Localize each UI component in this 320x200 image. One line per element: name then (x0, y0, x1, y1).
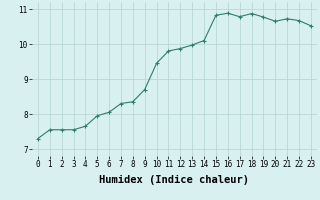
X-axis label: Humidex (Indice chaleur): Humidex (Indice chaleur) (100, 175, 249, 185)
